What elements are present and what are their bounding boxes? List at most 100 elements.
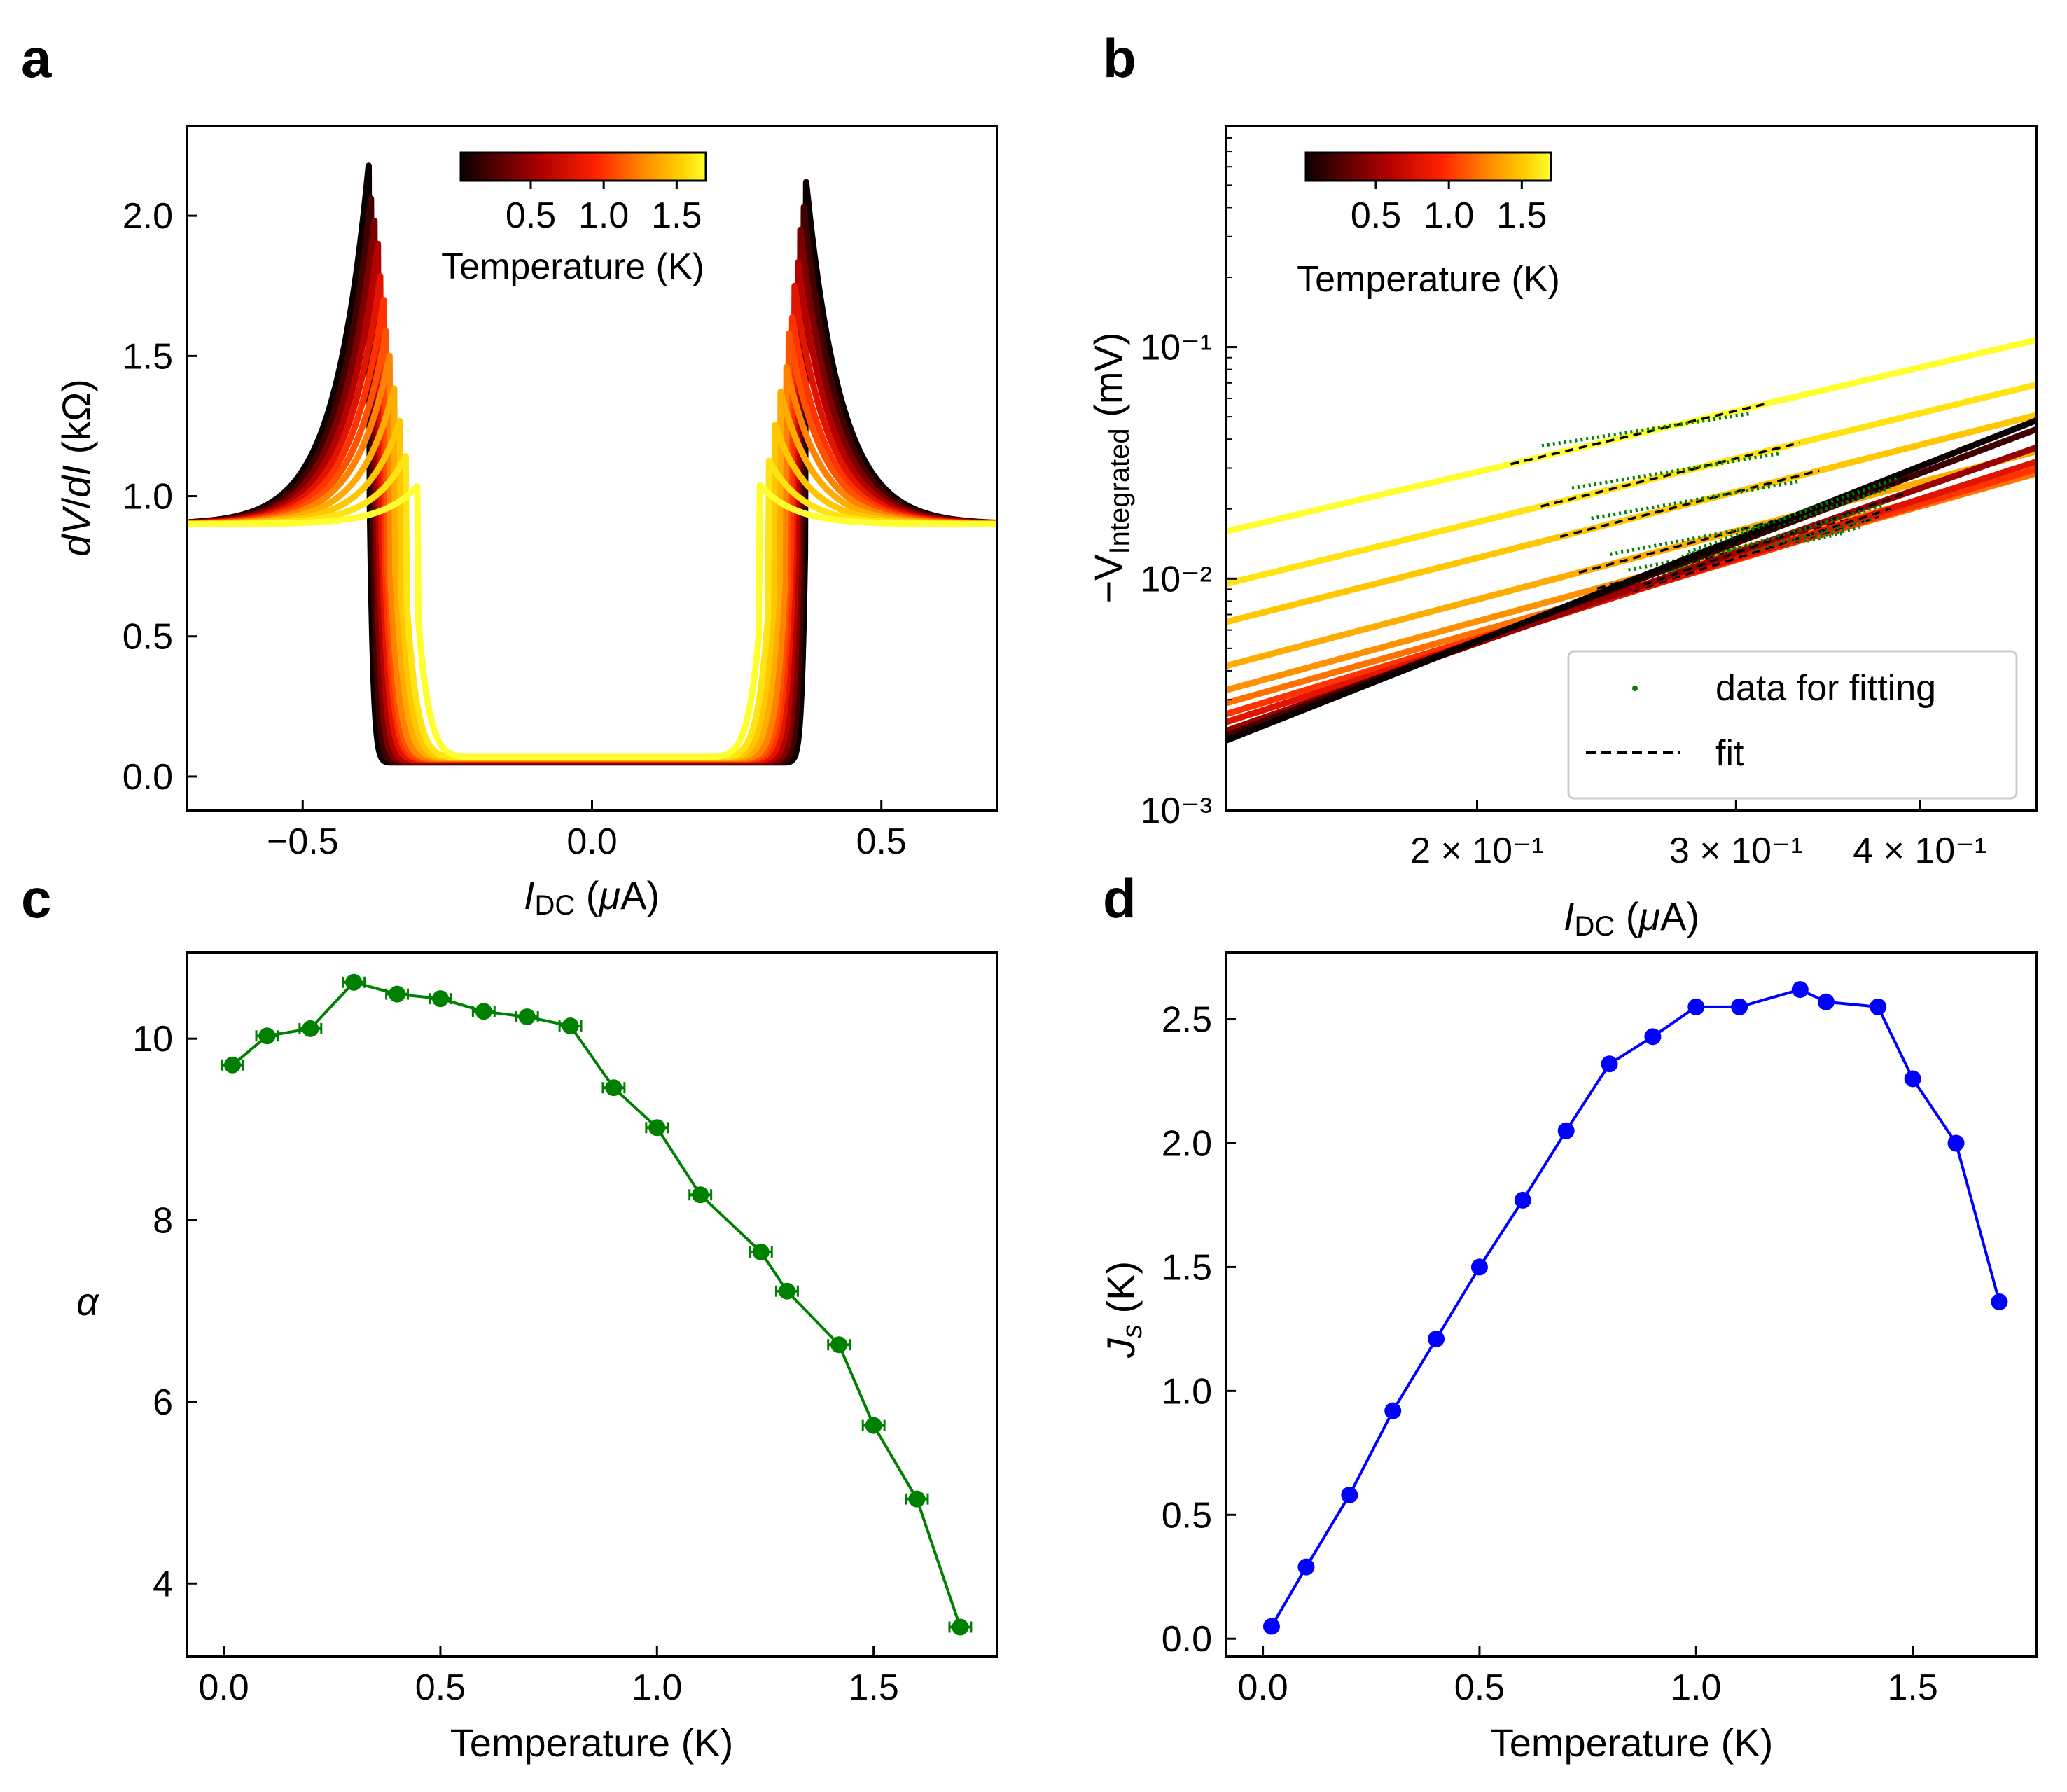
colorbar-tick-label: 1.0 [578, 195, 629, 236]
curve-T1.4 [1226, 448, 2036, 669]
y-tick-label: 6 [153, 1382, 173, 1423]
panel-d-xlabel: Temperature (K) [1490, 1721, 1774, 1765]
data-point [1341, 1486, 1358, 1503]
panel-a-ylabel: dV/dI (kΩ) [54, 379, 98, 556]
curve-T1.7 [1226, 337, 2036, 535]
fit-data [1591, 479, 1800, 520]
data-point [1470, 1258, 1488, 1276]
panel-c-plot [220, 973, 973, 1636]
panel-d-ticks: 0.0 0.5 1.0 1.5 0.0 0.5 1.0 1.5 2.0 2.5 [1162, 1000, 1938, 1708]
x-tick-label: 1.0 [632, 1667, 682, 1708]
x-tick-label: 1.0 [1671, 1667, 1721, 1708]
fit-line [1540, 441, 1800, 508]
panel-d-label: d [1103, 868, 1136, 929]
y-tick-label: 1.0 [123, 477, 173, 518]
fit-line [1657, 466, 1917, 571]
curve-T0.02 [1226, 417, 2036, 744]
x-tick-label: −0.5 [267, 821, 339, 862]
data-point [475, 1003, 492, 1020]
colorbar-tick-label: 1.5 [1496, 195, 1547, 236]
data-point [1644, 1028, 1662, 1046]
x-tick-label: 0.0 [566, 821, 617, 862]
curve-T1.6 [1226, 382, 2036, 588]
legend-fit-label: fit [1715, 733, 1744, 774]
series-line [231, 980, 962, 1628]
y-tick-label: 1.5 [1162, 1247, 1212, 1288]
panel-c-label: c [21, 868, 51, 929]
data-point [258, 1027, 276, 1045]
data-point [1731, 998, 1748, 1015]
panel-b-ticks: 10⁻³ 10⁻² 10⁻¹ 2 × 10⁻¹ 3 × 10⁻¹ 4 × 10⁻¹ [1140, 125, 1986, 871]
y-tick-label: 2.5 [1162, 1000, 1212, 1041]
fit-data [1610, 513, 1819, 556]
fit-line [1559, 469, 1820, 539]
series-line [1270, 987, 2001, 1627]
data-point [1514, 1191, 1531, 1209]
curve-T1.4 [187, 385, 997, 761]
data-point [1791, 981, 1809, 999]
panel-b-label: b [1103, 27, 1136, 89]
fit-line [1631, 507, 1892, 593]
data-point [562, 1017, 579, 1035]
colorbar-tick-label: 0.5 [506, 195, 556, 236]
y-tick-label: 10⁻³ [1140, 791, 1212, 831]
y-tick-label: 10⁻² [1140, 559, 1212, 599]
fit-data [1571, 452, 1781, 490]
curve-T1.1 [187, 328, 997, 763]
data-point [1428, 1331, 1445, 1348]
curve-T1.7 [187, 482, 997, 760]
panel-b-legend [1567, 650, 2018, 800]
data-point [518, 1008, 536, 1026]
data-point [1870, 998, 1887, 1015]
y-tick-label: 0.5 [1162, 1495, 1212, 1536]
data-point [830, 1336, 848, 1354]
panel-c-ylabel: α [76, 1279, 100, 1324]
data-point [431, 990, 449, 1008]
y-tick-label: 2.0 [1162, 1123, 1212, 1164]
data-point [302, 1020, 319, 1037]
x-tick-label: 0.5 [1454, 1667, 1505, 1708]
panel-b-xlabel: IDC (μA) [1564, 894, 1699, 942]
data-point [908, 1490, 926, 1508]
data-point [605, 1079, 622, 1097]
panel-a-label: a [21, 27, 52, 89]
data-point [1384, 1402, 1402, 1419]
panel-a-curves [187, 162, 997, 766]
data-point [223, 1056, 241, 1074]
data-point [1601, 1055, 1618, 1073]
data-point [1817, 993, 1835, 1010]
x-tick-label: 3 × 10⁻¹ [1669, 831, 1803, 871]
data-point [752, 1243, 770, 1260]
data-point [389, 985, 406, 1003]
curve-T1.25 [187, 352, 997, 762]
data-point [1991, 1293, 2008, 1310]
x-tick-label: 1.5 [849, 1667, 899, 1708]
panel-b: 10⁻³ 10⁻² 10⁻¹ 2 × 10⁻¹ 3 × 10⁻¹ 4 × 10⁻¹ 0.5… [1086, 125, 2038, 942]
x-tick-label: 0.5 [415, 1667, 466, 1708]
fit-data [1662, 517, 1872, 576]
fit-data [1674, 503, 1884, 569]
colorbar-tick-label: 1.0 [1424, 195, 1474, 236]
y-tick-label: 10⁻¹ [1140, 328, 1212, 368]
y-tick-label: 0.0 [123, 757, 173, 798]
panel-b-curves [1226, 337, 2036, 744]
legend-data-marker [1632, 686, 1638, 691]
x-tick-label: 0.0 [1237, 1667, 1288, 1708]
data-point [1297, 1558, 1315, 1576]
y-tick-label: 4 [153, 1564, 173, 1604]
y-tick-label: 8 [153, 1201, 173, 1242]
panel-a-colorbar-label: Temperature (K) [441, 246, 704, 287]
x-tick-label: 0.0 [198, 1667, 249, 1708]
x-tick-label: 1.5 [1888, 1667, 1938, 1708]
panel-b-ylabel: −VIntegrated (mV) [1086, 332, 1135, 603]
panel-b-colorbar-ticks: 0.5 1.0 1.5 [1351, 181, 1547, 236]
fit-line [1643, 493, 1904, 586]
panel-c-frame [186, 951, 998, 1658]
fit-line [1578, 503, 1839, 574]
panel-a-colorbar [459, 151, 707, 182]
data-point [1262, 1618, 1280, 1635]
fit-line [1510, 401, 1770, 466]
curve-T1 [187, 296, 997, 763]
panel-d: 0.0 0.5 1.0 1.5 0.0 0.5 1.0 1.5 2.0 2.5 Temperatu… [1099, 951, 2038, 1765]
data-point [952, 1618, 969, 1636]
